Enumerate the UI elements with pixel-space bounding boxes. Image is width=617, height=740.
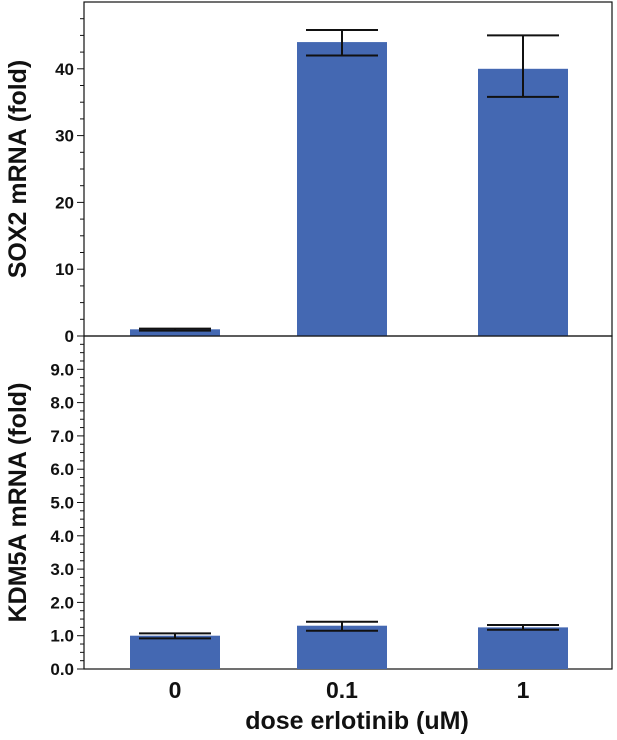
y-axis-title: KDM5A mRNA (fold) (4, 383, 32, 623)
x-tick-label: 0.1 (326, 677, 358, 703)
y-tick-label: 3.0 (50, 560, 74, 579)
x-tick-label: 1 (517, 677, 530, 703)
bar-0.1 (297, 625, 387, 669)
kdm5a-panel: 0.0 1.0 2.0 3.0 4.0 5.0 6.0 7.0 8.0 9.0 KDM5A mRNA… (4, 335, 613, 679)
y-tick-label: 0 (65, 327, 74, 346)
y-tick-label: 10 (55, 260, 74, 279)
plot-frame (83, 335, 613, 670)
bar-0 (130, 329, 220, 336)
x-axis-title: dose erlotinib (uM) (245, 707, 469, 735)
y-tick-label: 20 (55, 193, 74, 212)
y-tick-label: 1.0 (50, 627, 74, 646)
y-tick-label: 7.0 (50, 427, 74, 446)
y-tick-label: 0.0 (50, 660, 74, 679)
y-tick-label: 40 (55, 60, 74, 79)
bar-0.1 (297, 42, 387, 337)
sox2-panel: 0 10 20 30 40 SOX2 mRNA (fold) (4, 1, 613, 346)
y-tick-label: 30 (55, 127, 74, 146)
y-tick-label: 5.0 (50, 494, 74, 513)
bar-1 (478, 68, 568, 337)
x-category-labels: 0 0.1 1 (169, 677, 530, 703)
y-tick-label: 9.0 (50, 360, 74, 379)
y-tick-label: 8.0 (50, 394, 74, 413)
bar-1 (478, 627, 568, 669)
x-tick-label: 0 (169, 677, 182, 703)
y-tick-label: 2.0 (50, 593, 74, 612)
y-tick-label: 4.0 (50, 527, 74, 546)
y-axis-title: SOX2 mRNA (fold) (4, 60, 32, 279)
y-tick-label: 6.0 (50, 460, 74, 479)
bar-0 (130, 635, 220, 669)
